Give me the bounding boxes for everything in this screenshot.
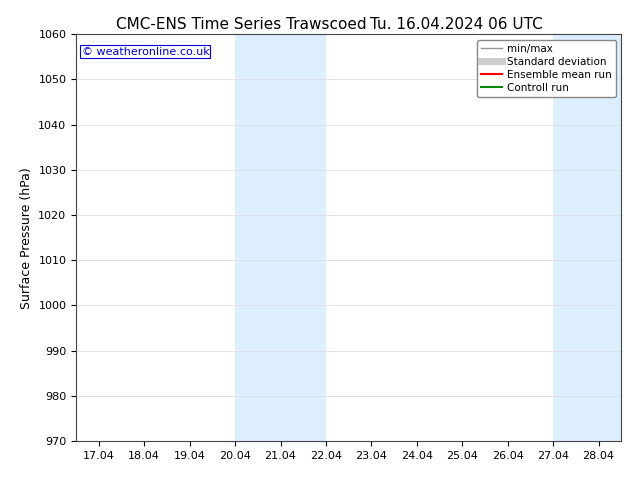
Bar <box>235 34 326 441</box>
Legend: min/max, Standard deviation, Ensemble mean run, Controll run: min/max, Standard deviation, Ensemble me… <box>477 40 616 97</box>
Y-axis label: Surface Pressure (hPa): Surface Pressure (hPa) <box>20 167 33 309</box>
Text: CMC-ENS Time Series Trawscoed: CMC-ENS Time Series Trawscoed <box>115 17 366 32</box>
Text: Tu. 16.04.2024 06 UTC: Tu. 16.04.2024 06 UTC <box>370 17 543 32</box>
Text: © weatheronline.co.uk: © weatheronline.co.uk <box>82 47 209 56</box>
Bar <box>553 34 621 441</box>
